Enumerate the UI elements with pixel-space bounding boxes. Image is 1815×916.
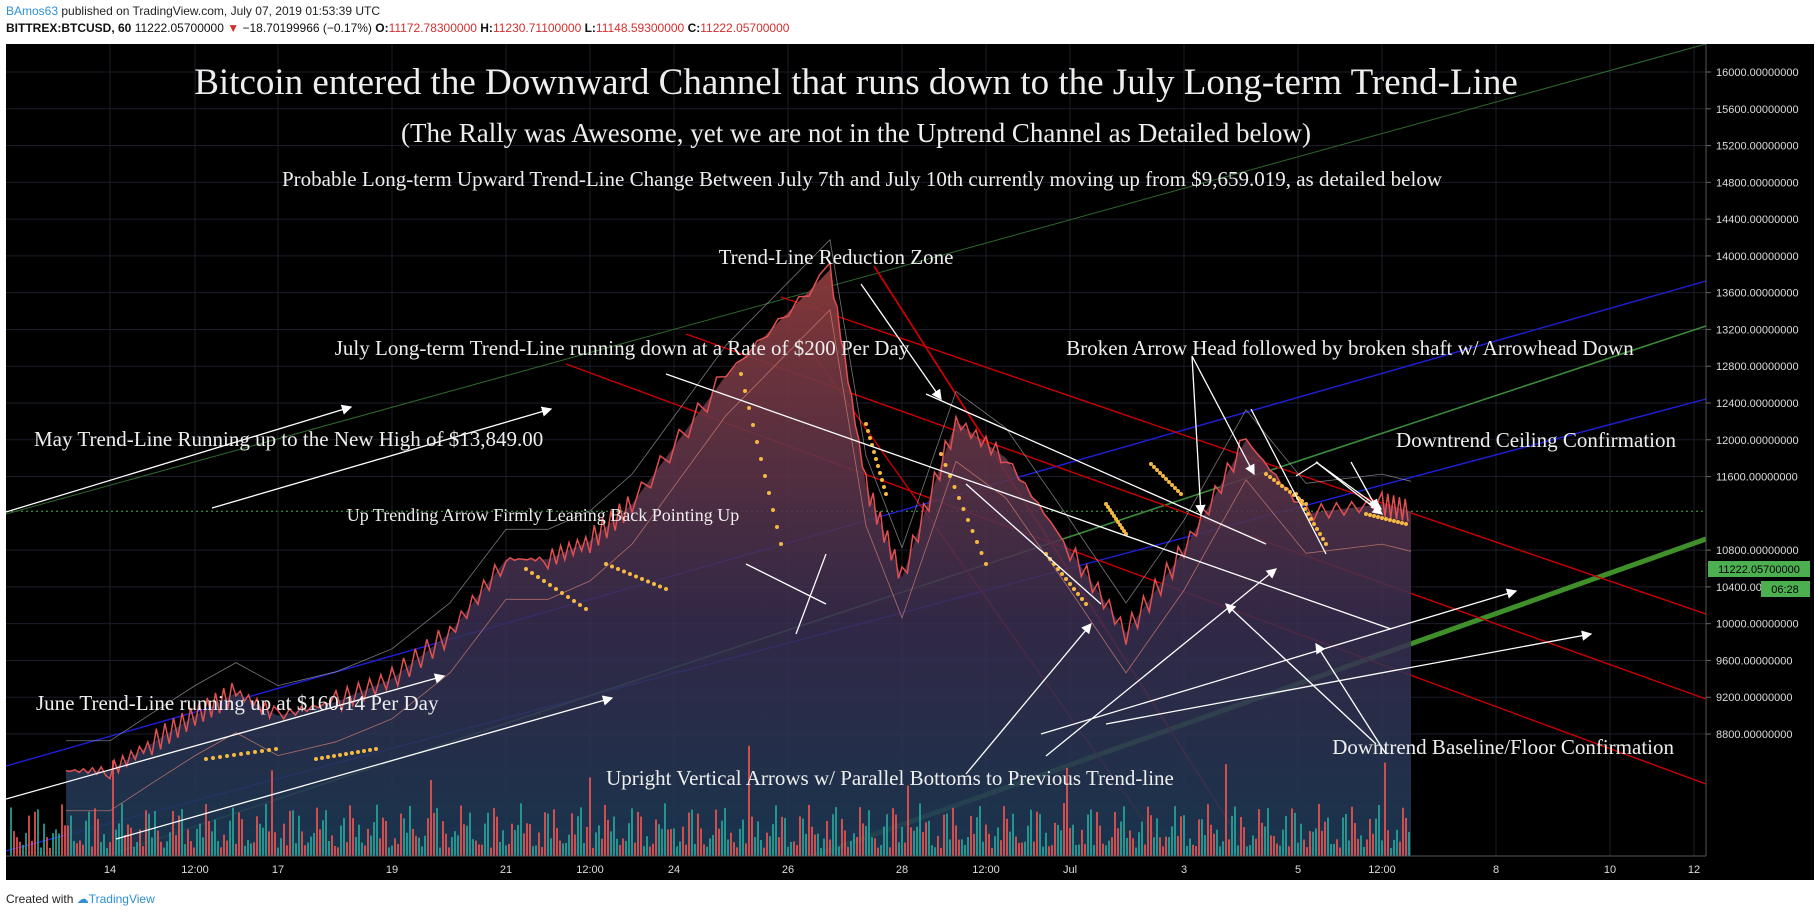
chart-title: Bitcoin entered the Downward Channel tha… (194, 62, 1518, 103)
x-tick-label: 10 (1604, 864, 1616, 876)
indicator-dots (204, 372, 1408, 761)
y-tick-label: 10000.00000000 (1716, 619, 1799, 631)
x-tick-label: 21 (500, 864, 512, 876)
july-trend-label: July Long-term Trend-Line running down a… (335, 336, 910, 360)
x-tick-label: 3 (1181, 864, 1187, 876)
publish-info: BAmos63 published on TradingView.com, Ju… (6, 4, 380, 18)
current-price-tag: 11222.05700000 06:28 (1708, 561, 1810, 597)
y-tick-label: 12800.00000000 (1716, 361, 1799, 373)
x-tick-label: Jul (1063, 864, 1077, 876)
y-axis-ticks: 16000.00000000 15600.00000000 15200.000000… (1706, 67, 1799, 741)
x-tick-label: 8 (1493, 864, 1499, 876)
y-tick-label: 12400.00000000 (1716, 398, 1799, 410)
y-tick-label: 13200.00000000 (1716, 324, 1799, 336)
y-tick-label: 13600.00000000 (1716, 288, 1799, 300)
x-tick-label: 28 (896, 864, 908, 876)
x-tick-label: 26 (782, 864, 794, 876)
open-label: O: (375, 21, 389, 35)
high-value: 11230.71100000 (492, 21, 582, 35)
chart-subtitle-2: Probable Long-term Upward Trend-Line Cha… (282, 167, 1443, 191)
tradingview-logo-icon[interactable]: ☁ (76, 892, 89, 906)
low-value: 11148.59300000 (595, 21, 685, 35)
reduction-zone-label: Trend-Line Reduction Zone (719, 245, 954, 269)
price-chart[interactable]: Bitcoin entered the Downward Channel tha… (6, 44, 1814, 880)
close-value: 11222.05700000 (700, 21, 790, 35)
created-with-text: Created with (6, 892, 74, 906)
published-text: published on TradingView.com, July 07, 2… (61, 4, 381, 18)
x-tick-label: 12:00 (576, 864, 604, 876)
countdown-box (1761, 581, 1810, 597)
x-tick-label: 12:00 (972, 864, 1000, 876)
down-triangle-icon: ▼ (227, 21, 240, 35)
x-tick-label: 24 (668, 864, 680, 876)
y-tick-label: 9200.00000000 (1716, 692, 1792, 704)
symbol-label: BITTREX:BTCUSD, 60 (6, 21, 132, 35)
y-tick-label: 15200.00000000 (1716, 141, 1799, 153)
price-line (65, 261, 1409, 781)
vertical-arrows-label: Upright Vertical Arrows w/ Parallel Bott… (606, 766, 1174, 790)
volume-bars (10, 745, 1410, 856)
x-tick-label: 19 (386, 864, 398, 876)
high-label: H: (480, 21, 493, 35)
may-trend-label: May Trend-Line Running up to the New Hig… (34, 427, 543, 451)
close-label: C: (687, 21, 701, 35)
x-tick-label: 12:00 (1368, 864, 1396, 876)
y-tick-label: 14400.00000000 (1716, 214, 1799, 226)
y-tick-label: 14000.00000000 (1716, 251, 1799, 263)
tradingview-brand[interactable]: TradingView (88, 892, 155, 906)
x-tick-label: 14 (104, 864, 116, 876)
annotation-arrows (6, 283, 1593, 840)
last-price: 11222.05700000 (134, 21, 224, 35)
author-link[interactable]: BAmos63 (6, 4, 59, 18)
broken-arrow-label: Broken Arrow Head followed by broken sha… (1066, 336, 1634, 360)
x-tick-label: 12:00 (181, 864, 209, 876)
y-tick-label: 9600.00000000 (1716, 655, 1792, 667)
y-tick-label: 10800.00000000 (1716, 545, 1799, 557)
low-label: L: (584, 21, 596, 35)
y-tick-label: 16000.00000000 (1716, 67, 1799, 79)
price-area-fill (66, 269, 1411, 856)
y-tick-label: 15600.00000000 (1716, 104, 1799, 116)
up-arrow-label: Up Trending Arrow Firmly Leaning Back Po… (347, 505, 740, 525)
chart-area[interactable]: Bitcoin entered the Downward Channel tha… (6, 44, 1814, 880)
x-tick-label: 5 (1295, 864, 1301, 876)
price-tag-text: 11222.05700000 (1718, 564, 1800, 576)
price-tag-box (1708, 561, 1810, 577)
x-tick-label: 17 (272, 864, 284, 876)
open-value: 11172.78300000 (388, 21, 477, 35)
price-axis[interactable] (1706, 44, 1814, 880)
footer: Created with ☁TradingView (6, 892, 155, 906)
baseline-label: Downtrend Baseline/Floor Confirmation (1332, 735, 1674, 759)
symbol-info-bar: BITTREX:BTCUSD, 60 11222.05700000 ▼ −18.… (6, 21, 789, 35)
price-area (65, 238, 1412, 856)
y-tick-label: 14800.00000000 (1716, 177, 1799, 189)
y-tick-label: 11600.00000000 (1716, 472, 1798, 484)
countdown-text: 06:28 (1771, 584, 1799, 596)
ceiling-label: Downtrend Ceiling Confirmation (1396, 428, 1676, 452)
time-axis[interactable] (6, 856, 1706, 880)
x-tick-label: 12 (1688, 864, 1700, 876)
chart-subtitle: (The Rally was Awesome, yet we are not i… (401, 118, 1311, 148)
y-tick-label: 12000.00000000 (1716, 435, 1799, 447)
y-tick-label: 8800.00000000 (1716, 729, 1792, 741)
june-trend-label: June Trend-Line running up at $160.14 Pe… (36, 691, 439, 715)
price-change: −18.70199966 (−0.17%) (242, 21, 372, 35)
x-axis-ticks: 14 12:00 17 19 21 12:00 24 26 28 12:00 Jul 3 5 12:00 8… (104, 864, 1700, 876)
